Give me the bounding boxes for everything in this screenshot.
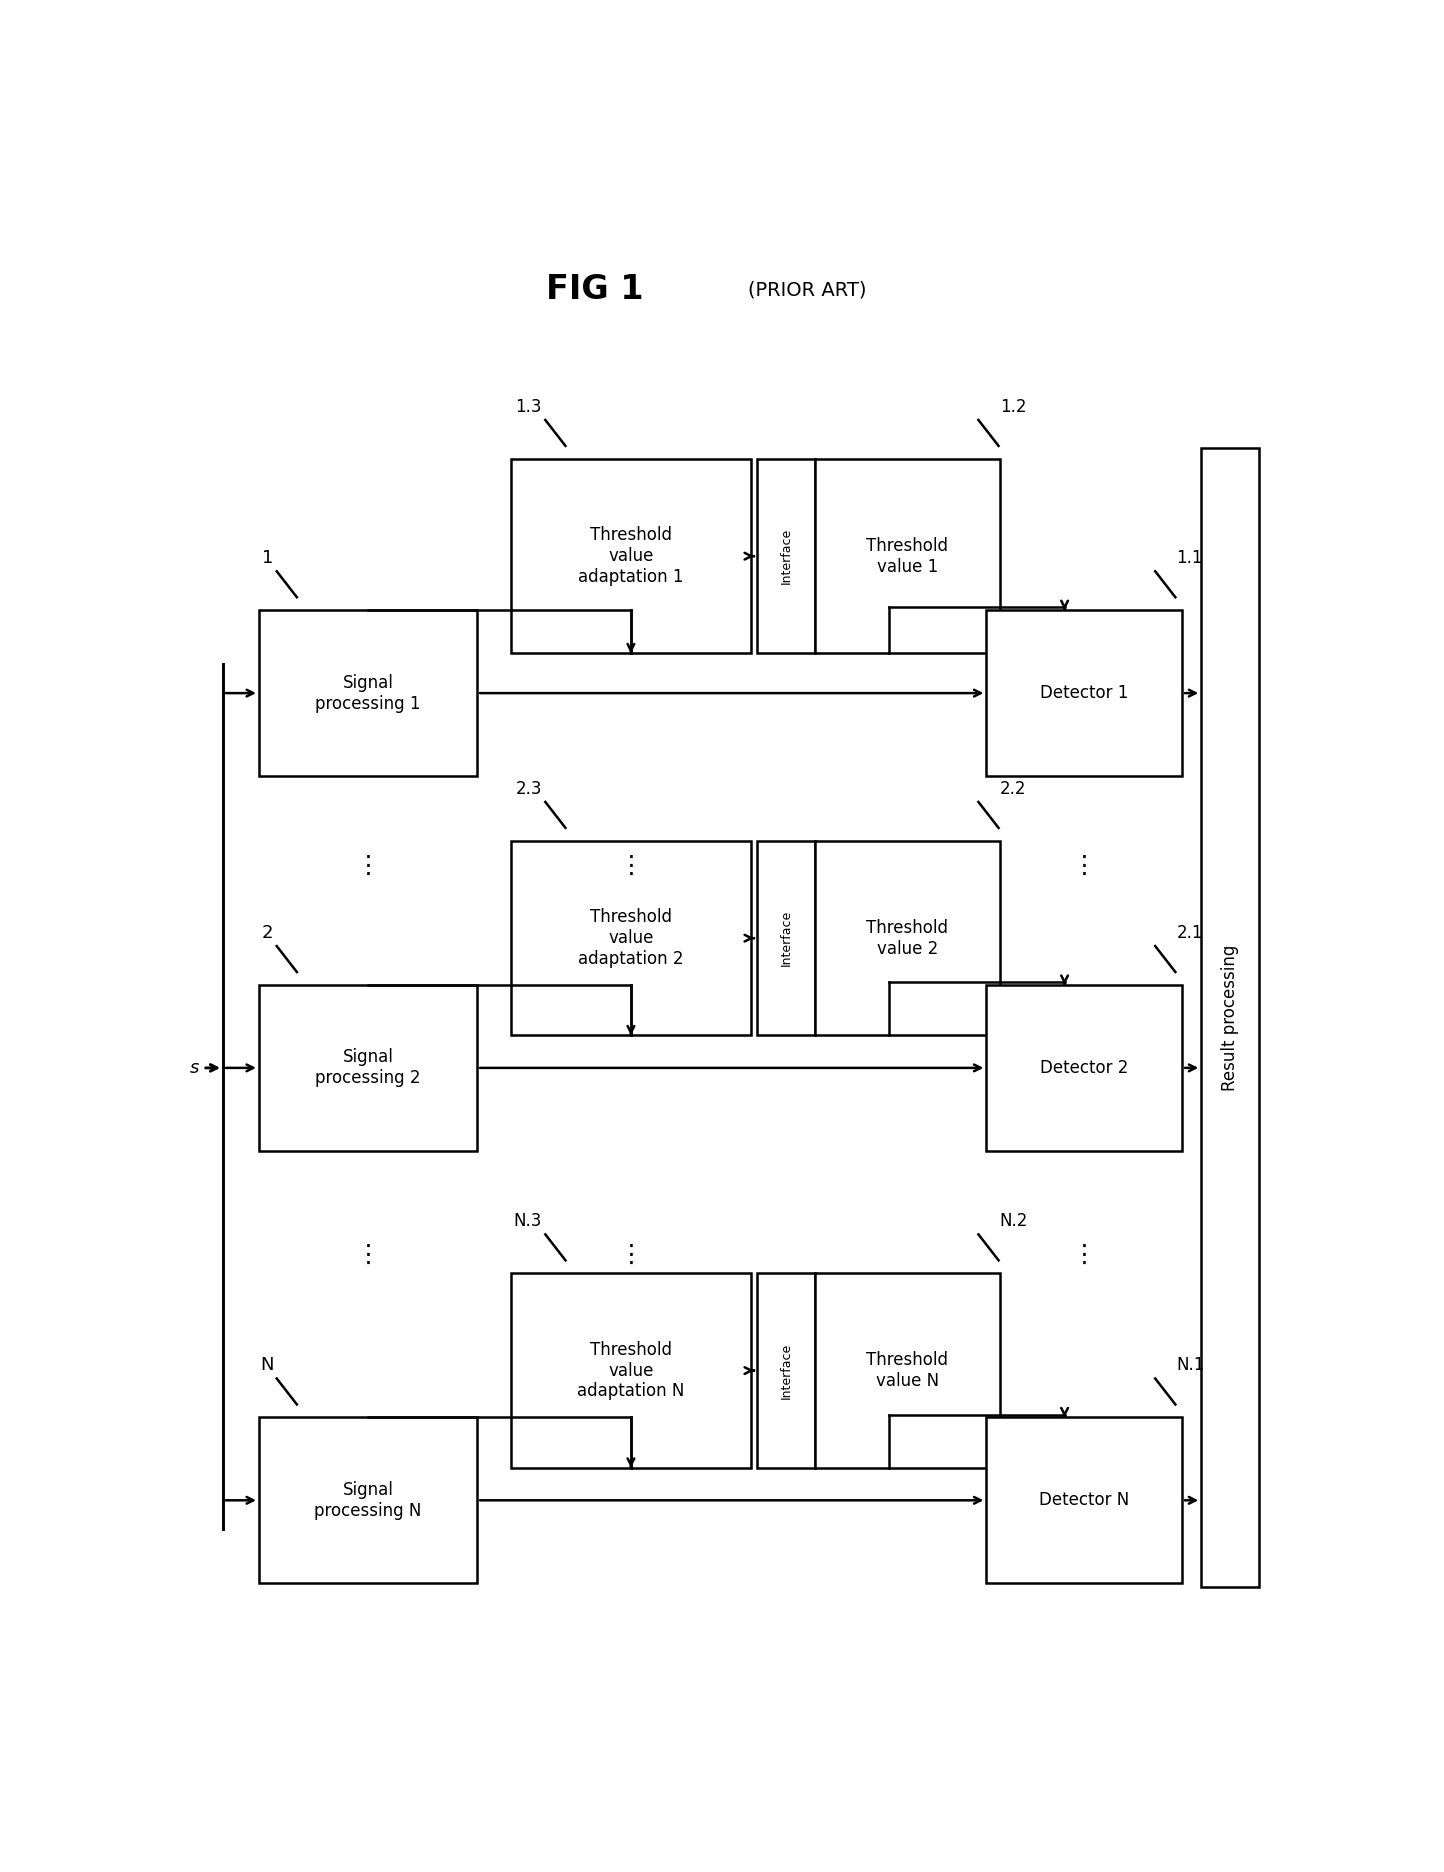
Text: Threshold
value 1: Threshold value 1 xyxy=(866,537,949,575)
Bar xyxy=(986,1417,1183,1584)
Text: ⋮: ⋮ xyxy=(618,1243,644,1267)
Text: ⋮: ⋮ xyxy=(1071,854,1096,878)
Text: 2.1: 2.1 xyxy=(1177,923,1203,942)
Text: Threshold
value N: Threshold value N xyxy=(866,1352,949,1391)
Text: Interface: Interface xyxy=(780,1342,793,1398)
Text: N.3: N.3 xyxy=(514,1211,542,1230)
Bar xyxy=(258,610,477,777)
Text: 1.1: 1.1 xyxy=(1177,548,1203,567)
Bar xyxy=(986,610,1183,777)
Text: Threshold
value
adaptation 1: Threshold value adaptation 1 xyxy=(578,526,683,586)
Text: N.1: N.1 xyxy=(1177,1355,1204,1374)
Bar xyxy=(757,459,814,653)
Text: ⋮: ⋮ xyxy=(355,1243,380,1267)
Text: 2.2: 2.2 xyxy=(999,779,1027,797)
Text: s: s xyxy=(189,1060,199,1076)
Bar xyxy=(814,841,999,1035)
Text: Interface: Interface xyxy=(780,910,793,966)
Text: ⋮: ⋮ xyxy=(1071,1243,1096,1267)
Bar xyxy=(511,459,751,653)
Text: N: N xyxy=(260,1355,273,1374)
Bar xyxy=(757,1273,814,1468)
Bar xyxy=(1201,447,1259,1587)
Text: ⋮: ⋮ xyxy=(618,854,644,878)
Text: (PRIOR ART): (PRIOR ART) xyxy=(748,281,866,300)
Bar xyxy=(511,841,751,1035)
Text: 1.3: 1.3 xyxy=(516,397,542,416)
Text: 1.2: 1.2 xyxy=(999,397,1027,416)
Text: Threshold
value
adaptation N: Threshold value adaptation N xyxy=(578,1340,684,1400)
Text: Signal
processing N: Signal processing N xyxy=(315,1481,422,1520)
Text: 1: 1 xyxy=(261,548,273,567)
Bar xyxy=(757,841,814,1035)
Text: ⋮: ⋮ xyxy=(355,854,380,878)
Text: Interface: Interface xyxy=(780,528,793,584)
Text: 2: 2 xyxy=(261,923,273,942)
Bar xyxy=(814,459,999,653)
Text: Result processing: Result processing xyxy=(1222,943,1239,1091)
Text: Detector 1: Detector 1 xyxy=(1040,683,1128,702)
Text: N.2: N.2 xyxy=(999,1211,1028,1230)
Bar xyxy=(511,1273,751,1468)
Bar xyxy=(258,985,477,1151)
Text: Signal
processing 1: Signal processing 1 xyxy=(315,674,420,713)
Text: Signal
processing 2: Signal processing 2 xyxy=(315,1048,420,1088)
Bar xyxy=(986,985,1183,1151)
Text: Detector N: Detector N xyxy=(1040,1492,1129,1509)
Text: Threshold
value
adaptation 2: Threshold value adaptation 2 xyxy=(578,908,683,968)
Text: Threshold
value 2: Threshold value 2 xyxy=(866,919,949,958)
Text: Detector 2: Detector 2 xyxy=(1040,1060,1128,1076)
Bar xyxy=(814,1273,999,1468)
Text: 2.3: 2.3 xyxy=(516,779,542,797)
Text: FIG 1: FIG 1 xyxy=(546,273,644,305)
Bar xyxy=(258,1417,477,1584)
